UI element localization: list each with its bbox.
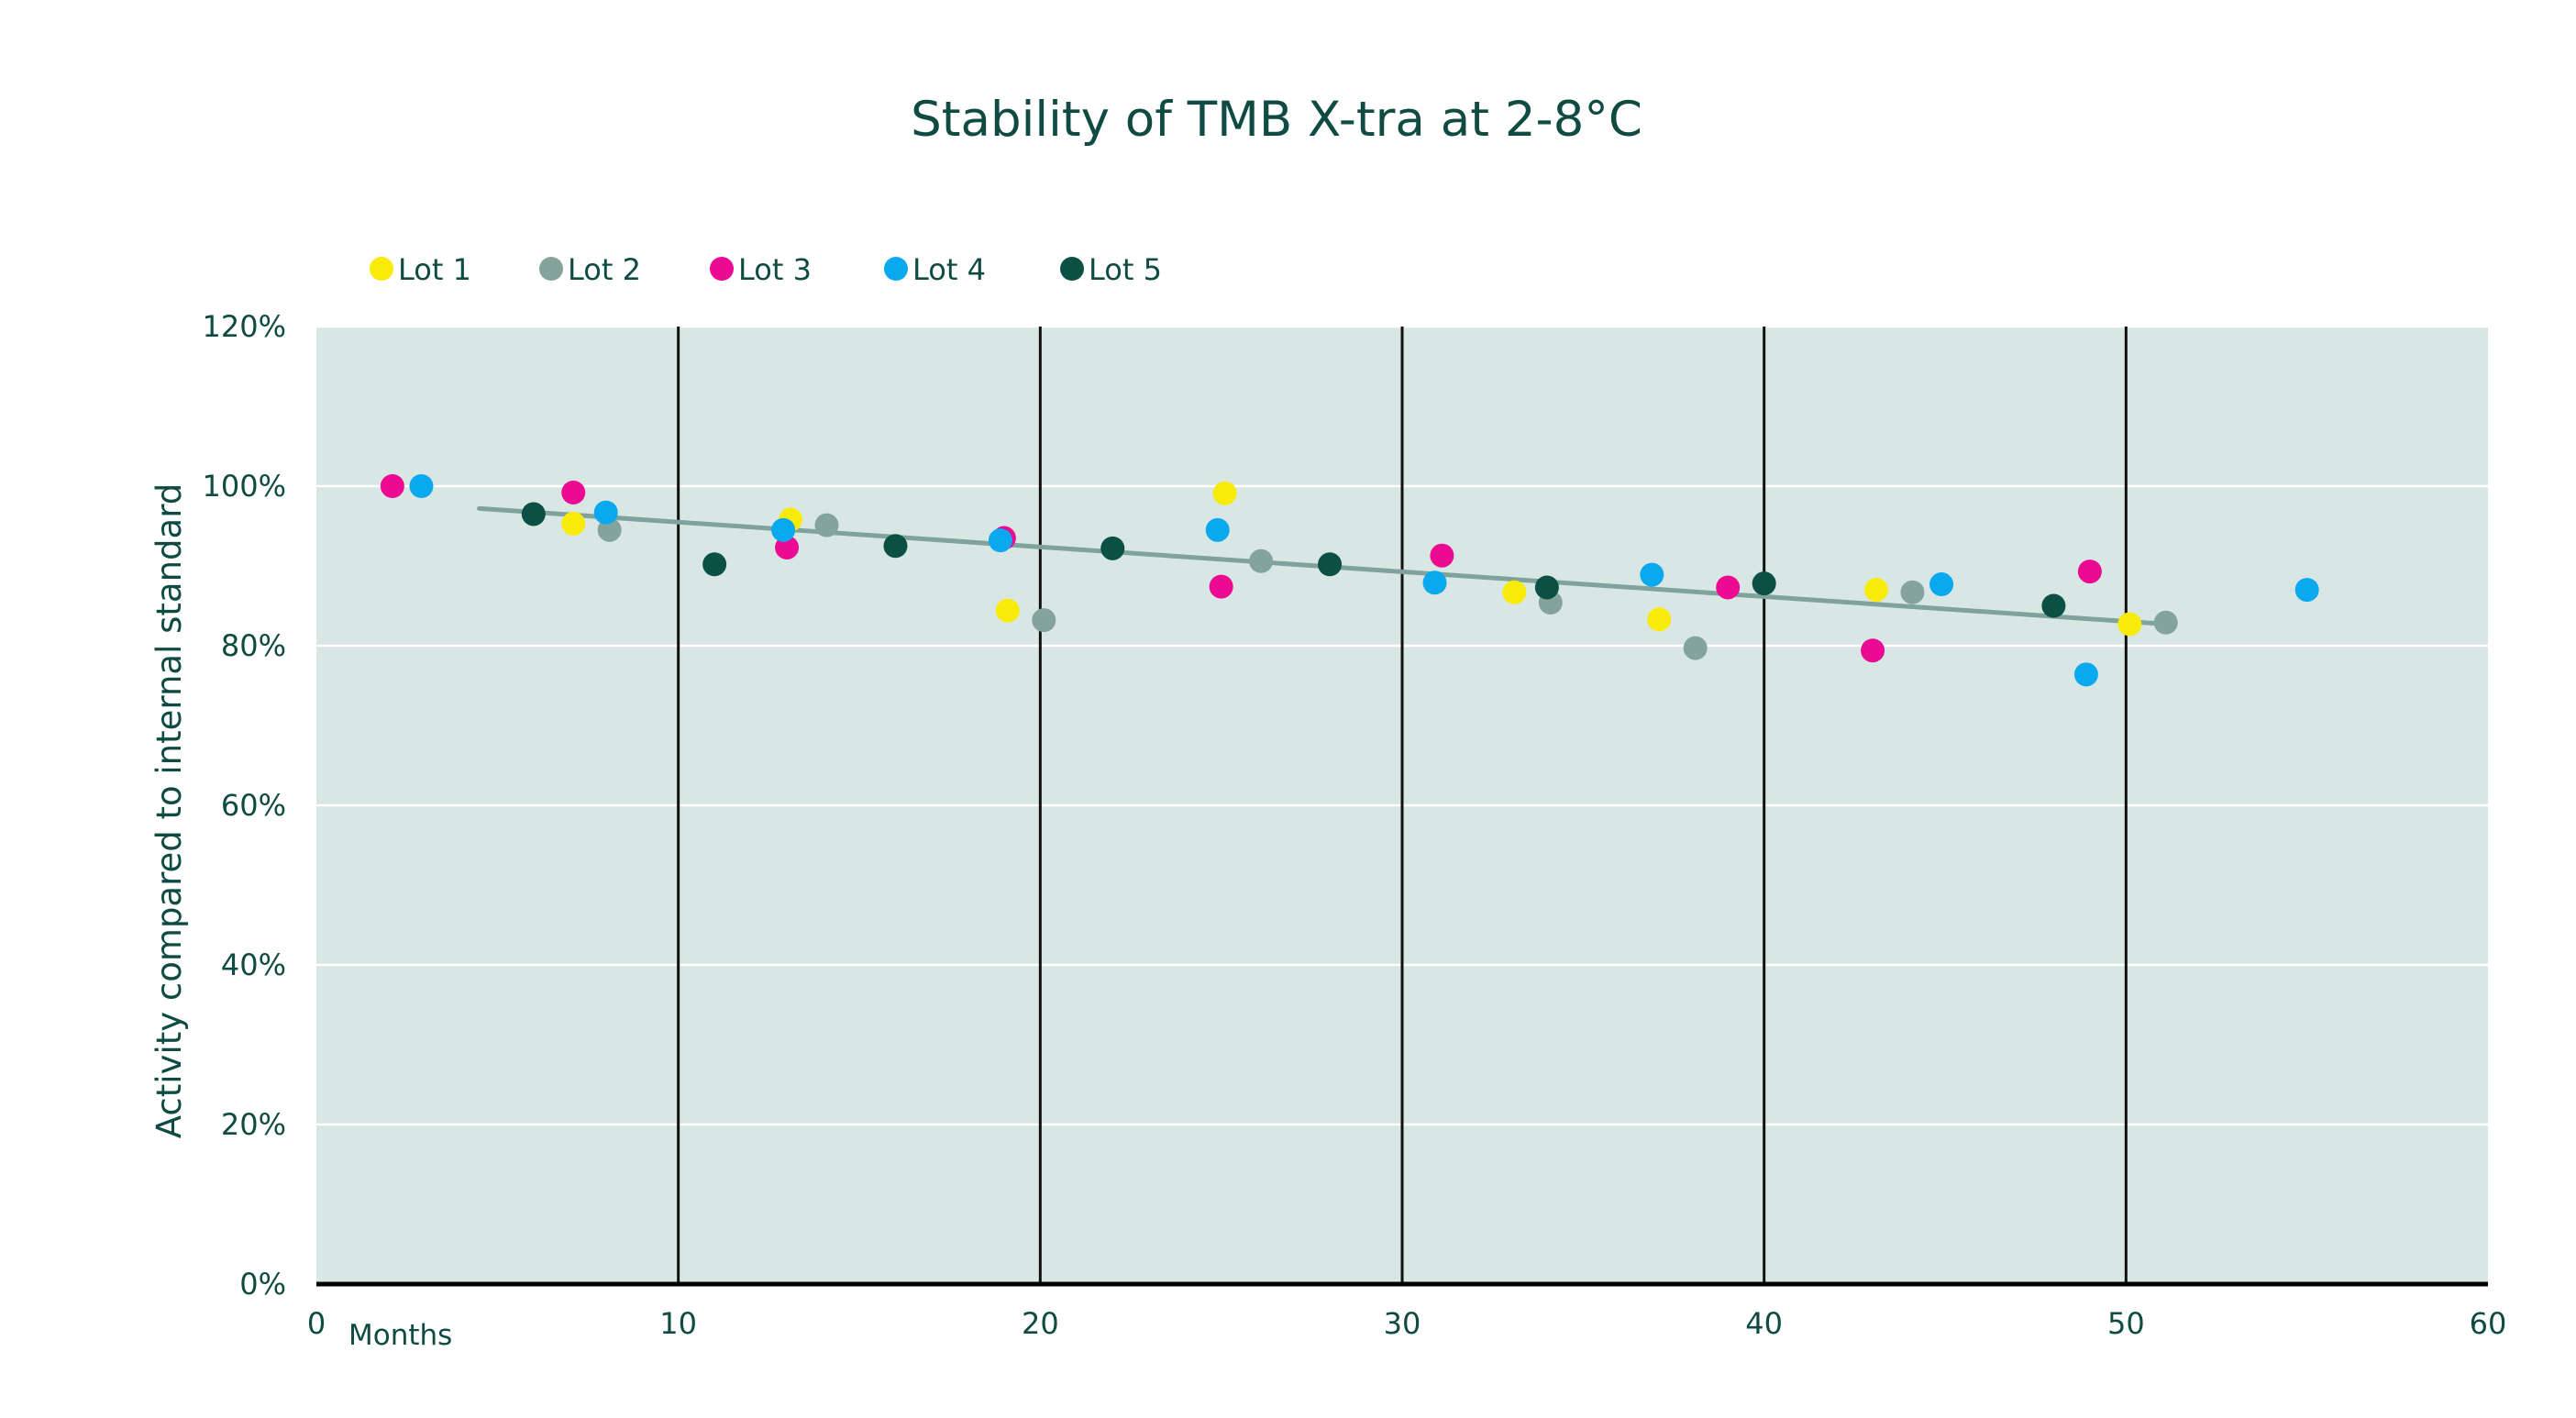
- x-axis-tick-labels: 0 10 20 30 40 50 60: [307, 1306, 2507, 1341]
- series-lot-5: [521, 502, 2066, 618]
- data-point-lot-3-8: [1861, 638, 1885, 663]
- series-lot-2: [597, 513, 2178, 660]
- series-lot-1: [561, 481, 2142, 637]
- data-point-lot-5-5: [1318, 552, 1343, 577]
- x-tick-label-20: 20: [1022, 1306, 1059, 1341]
- data-point-lot-5-3: [883, 534, 908, 559]
- data-point-lot-4-7: [1640, 562, 1664, 587]
- y-tick-label-60: 60%: [221, 788, 286, 823]
- data-points: [380, 474, 2319, 687]
- data-point-lot-4-6: [1422, 571, 1447, 595]
- data-point-lot-2-7: [1900, 580, 1925, 604]
- y-tick-label-40: 40%: [221, 947, 286, 982]
- y-tick-label-0: 0%: [239, 1267, 286, 1302]
- legend-marker-lot-2: [539, 257, 563, 281]
- data-point-lot-1-6: [1647, 607, 1672, 632]
- data-point-lot-1-5: [1502, 580, 1527, 604]
- data-point-lot-3-7: [1716, 575, 1741, 600]
- trendline: [477, 505, 2158, 626]
- legend-item-lot-2: Lot 2: [539, 252, 641, 287]
- vertical-gridlines: [677, 327, 2128, 1284]
- x-tick-label-30: 30: [1384, 1306, 1421, 1341]
- data-point-lot-5-6: [1534, 575, 1559, 600]
- y-tick-label-80: 80%: [221, 628, 286, 663]
- legend: Lot 1 Lot 2 Lot 3 Lot 4 Lot 5: [370, 252, 1162, 287]
- x-tick-label-0: 0: [307, 1306, 326, 1341]
- data-point-lot-1-8: [2117, 612, 2142, 637]
- legend-marker-lot-5: [1060, 257, 1084, 281]
- legend-item-lot-5: Lot 5: [1060, 252, 1162, 287]
- data-point-lot-4-10: [2294, 578, 2319, 603]
- data-point-lot-4-4: [988, 528, 1012, 553]
- y-tick-label-20: 20%: [221, 1107, 286, 1142]
- data-point-lot-2-2: [814, 513, 839, 537]
- legend-marker-lot-3: [710, 257, 734, 281]
- series-lot-4: [409, 474, 2319, 687]
- data-point-lot-4-9: [2073, 662, 2098, 687]
- data-point-lot-1-1: [561, 511, 586, 536]
- legend-marker-lot-4: [884, 257, 908, 281]
- data-point-lot-4-2: [593, 500, 618, 525]
- data-point-lot-5-1: [521, 502, 546, 526]
- y-axis-tick-labels: 0% 20% 40% 60% 80% 100% 120%: [203, 309, 286, 1302]
- data-point-lot-3-2: [561, 480, 586, 504]
- data-point-lot-3-6: [1430, 543, 1454, 568]
- data-point-lot-1-7: [1864, 578, 1889, 603]
- data-point-lot-3-5: [1209, 574, 1233, 599]
- y-tick-label-100: 100%: [203, 469, 286, 504]
- data-point-lot-2-4: [1249, 548, 1274, 573]
- data-point-lot-5-2: [702, 552, 727, 577]
- y-tick-label-120: 120%: [203, 309, 286, 344]
- legend-label-lot-1: Lot 1: [398, 252, 471, 287]
- data-point-lot-2-6: [1683, 636, 1708, 660]
- legend-item-lot-3: Lot 3: [710, 252, 812, 287]
- data-point-lot-4-5: [1205, 517, 1230, 542]
- legend-item-lot-1: Lot 1: [370, 252, 471, 287]
- x-axis-label: Months: [348, 1319, 452, 1352]
- legend-label-lot-5: Lot 5: [1089, 252, 1162, 287]
- x-tick-label-40: 40: [1745, 1306, 1783, 1341]
- legend-item-lot-4: Lot 4: [884, 252, 986, 287]
- x-tick-label-60: 60: [2470, 1306, 2507, 1341]
- data-point-lot-5-4: [1100, 536, 1125, 560]
- chart-title: Stability of TMB X-tra at 2-8°C: [911, 92, 1642, 148]
- x-tick-label-50: 50: [2107, 1306, 2145, 1341]
- data-point-lot-4-3: [771, 517, 796, 542]
- y-axis-label: Activity compared to internal standard: [149, 483, 189, 1138]
- legend-marker-lot-1: [370, 257, 393, 281]
- data-point-lot-2-8: [2153, 610, 2178, 635]
- legend-label-lot-2: Lot 2: [568, 252, 641, 287]
- data-point-lot-3-1: [380, 474, 404, 498]
- data-point-lot-4-8: [1929, 572, 1954, 597]
- data-point-lot-1-3: [995, 598, 1020, 623]
- legend-label-lot-3: Lot 3: [738, 252, 812, 287]
- data-point-lot-2-3: [1032, 608, 1056, 633]
- data-point-lot-3-9: [2077, 559, 2102, 584]
- legend-label-lot-4: Lot 4: [912, 252, 986, 287]
- data-point-lot-1-4: [1212, 481, 1237, 505]
- data-point-lot-5-8: [2041, 593, 2066, 618]
- x-tick-label-10: 10: [659, 1306, 697, 1341]
- data-point-lot-4-1: [409, 474, 434, 498]
- data-point-lot-5-7: [1752, 571, 1776, 596]
